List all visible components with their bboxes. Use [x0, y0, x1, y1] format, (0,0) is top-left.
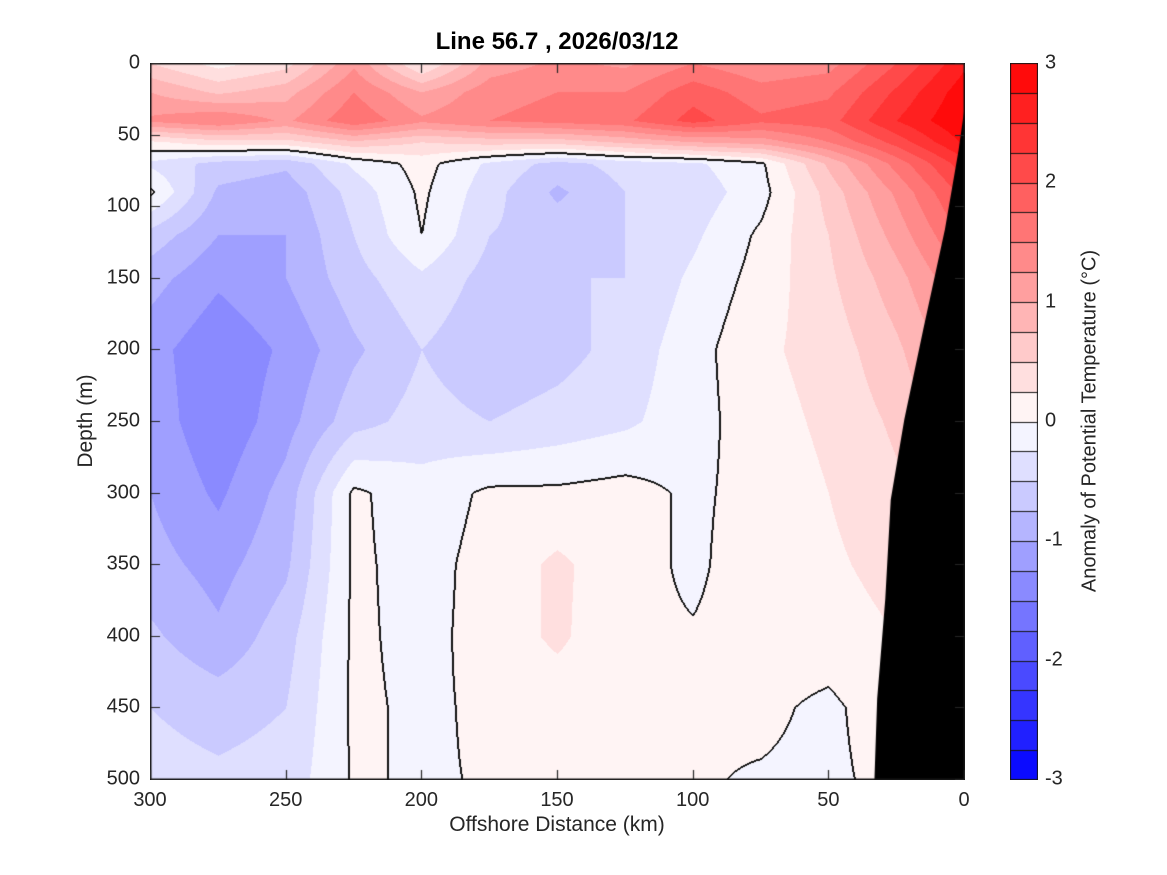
x-tick-label: 0 [958, 789, 970, 811]
x-axis-label: Offshore Distance (km) [449, 813, 665, 836]
y-tick-label: 500 [106, 767, 140, 790]
colorbar-tick-label: -2 [1045, 648, 1063, 671]
contour-plot-canvas [150, 63, 965, 780]
x-tick-label: 250 [268, 789, 303, 811]
colorbar-tick-label: 2 [1045, 170, 1057, 193]
colorbar-tick-label: -1 [1045, 528, 1063, 551]
colorbar-canvas [1010, 63, 1038, 780]
colorbar-label: Anomaly of Potential Temperature (°C) [1078, 249, 1101, 593]
x-tick-label: 100 [675, 789, 710, 811]
plot-title: Line 56.7 , 2026/03/12 [435, 28, 679, 55]
x-tick-label: 300 [133, 789, 167, 811]
colorbar-tick-label: -3 [1045, 767, 1063, 790]
colorbar-tick-label: 0 [1045, 409, 1057, 432]
x-tick-label: 200 [404, 789, 439, 811]
y-tick-label: 100 [106, 194, 140, 217]
x-tick-label: 150 [540, 789, 574, 811]
y-tick-label: 200 [106, 337, 140, 360]
colorbar-tick-label: 1 [1045, 290, 1057, 313]
y-tick-label: 0 [128, 51, 140, 74]
y-tick-label: 400 [106, 624, 140, 647]
y-tick-label: 350 [106, 552, 140, 575]
x-tick-label: 50 [817, 789, 840, 811]
y-tick-label: 150 [106, 266, 140, 289]
y-tick-label: 300 [106, 481, 140, 504]
colorbar-tick-label: 3 [1045, 51, 1057, 74]
y-tick-label: 450 [106, 695, 140, 718]
y-tick-label: 250 [106, 409, 140, 432]
y-tick-label: 50 [117, 123, 140, 146]
